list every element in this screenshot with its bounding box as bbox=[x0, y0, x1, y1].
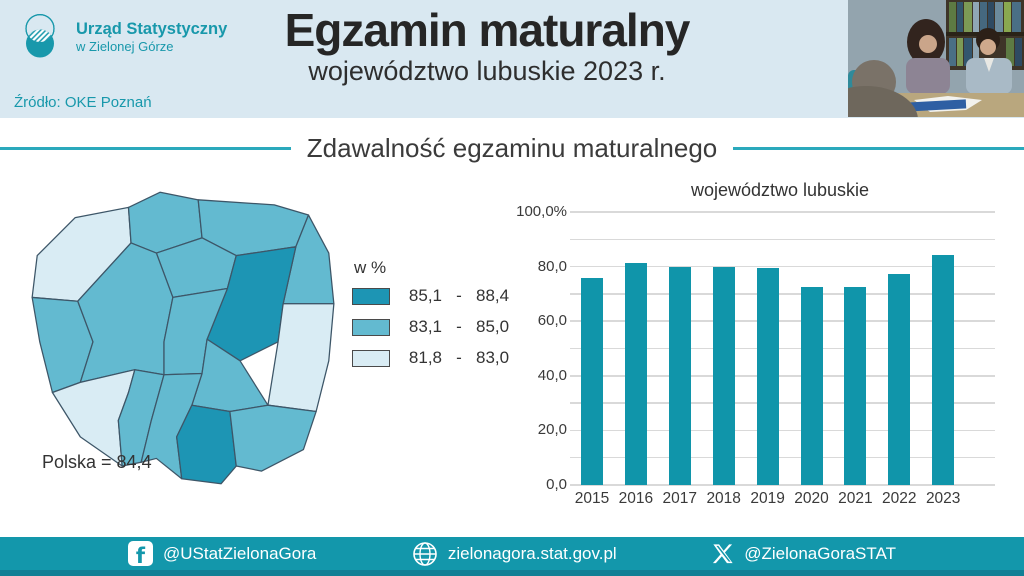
page-title: Egzamin maturalny bbox=[284, 4, 691, 56]
bar-2023 bbox=[932, 255, 955, 485]
bar-2019 bbox=[756, 267, 779, 485]
legend-row-0: 85,1-88,4 bbox=[352, 286, 520, 306]
legend-label: 88,4 bbox=[476, 286, 510, 305]
bar-2020 bbox=[800, 287, 823, 485]
bar-2015 bbox=[581, 278, 603, 485]
header: Urząd Statystyczny w Zielonej Górze Źród… bbox=[0, 0, 1024, 118]
gridline-100 bbox=[570, 211, 995, 213]
gridline-0 bbox=[570, 484, 995, 486]
chart-plot bbox=[570, 211, 995, 486]
map-legend: w % 85,1-88,4 83,1-85,0 81,8-83,0 bbox=[352, 258, 520, 379]
legend-row-2: 81,8-83,0 bbox=[352, 348, 520, 368]
gridline-10 bbox=[570, 456, 995, 459]
x-tick-label: 2022 bbox=[882, 490, 917, 507]
gridline-40 bbox=[570, 375, 995, 377]
gridline-20 bbox=[570, 429, 995, 432]
bar-2016 bbox=[624, 262, 647, 485]
gridline-70 bbox=[570, 293, 995, 295]
chart-title: województwo lubuskie bbox=[690, 180, 870, 200]
y-tick-label: 40,0 bbox=[537, 366, 567, 384]
region-malopolskie bbox=[176, 404, 237, 485]
section-title: Zdawalność egzaminu maturalnego bbox=[306, 132, 718, 163]
facebook-link[interactable]: f @UStatZielonaGora bbox=[128, 541, 316, 566]
region-podkarpackie bbox=[229, 404, 317, 472]
legend-row-1: 83,1-85,0 bbox=[352, 317, 520, 337]
legend-label: 85,0 bbox=[476, 317, 510, 336]
legend-swatch bbox=[352, 318, 390, 336]
x-handle: @ZielonaGoraSTAT bbox=[744, 543, 896, 563]
x-twitter-link[interactable]: @ZielonaGoraSTAT bbox=[712, 543, 896, 565]
gridline-50 bbox=[570, 347, 995, 350]
legend-swatch bbox=[352, 349, 390, 367]
bar-2017 bbox=[668, 266, 691, 485]
y-tick-label: 100,0% bbox=[516, 203, 567, 220]
website-url: zielonagora.stat.gov.pl bbox=[447, 543, 617, 563]
y-tick-label: 0,0 bbox=[546, 476, 567, 493]
legend-label: 83,1 bbox=[408, 317, 442, 336]
globe-icon bbox=[413, 541, 437, 566]
poland-average-note: Polska = 84,4 bbox=[42, 452, 152, 472]
x-tick-label: 2023 bbox=[925, 490, 961, 507]
chart-y-axis: 0,0 20,0 40,0 60,0 80,0 100,0% bbox=[505, 203, 567, 493]
legend-label: - bbox=[456, 317, 462, 336]
legend-label: - bbox=[456, 348, 462, 367]
legend-label: 81,8 bbox=[408, 348, 442, 367]
x-icon bbox=[713, 543, 733, 563]
x-tick-label: 2016 bbox=[618, 490, 654, 507]
x-tick-label: 2019 bbox=[750, 490, 785, 507]
heading-rule-right bbox=[733, 146, 1024, 150]
bar-2021 bbox=[844, 287, 867, 485]
statistical-office-logo-icon bbox=[25, 13, 55, 58]
bar-2018 bbox=[712, 267, 735, 485]
logo-text: Urząd Statystyczny w Zielonej Górze bbox=[76, 20, 227, 54]
gridline-80 bbox=[570, 265, 995, 268]
page-subtitle: województwo lubuskie 2023 r. bbox=[308, 56, 666, 87]
legend-label: 83,0 bbox=[476, 348, 510, 367]
y-tick-label: 20,0 bbox=[537, 421, 567, 439]
section-heading: Zdawalność egzaminu maturalnego bbox=[0, 131, 1024, 165]
y-tick-label: 80,0 bbox=[537, 257, 567, 275]
bar-chart-panel: województwo lubuskie 0,0 20,0 40,0 60,0 80,0… bbox=[505, 178, 1010, 528]
y-tick-label: 60,0 bbox=[537, 312, 567, 330]
footer-social-row: f @UStatZielonaGora zielonagora.stat.gov… bbox=[0, 537, 1024, 570]
logo-city: w Zielonej Górze bbox=[76, 38, 174, 54]
chart-x-axis: 2015 2016 2017 2018 2019 2020 2021 2022 2023 bbox=[570, 490, 995, 510]
facebook-handle: @UStatZielonaGora bbox=[163, 543, 317, 563]
gridline-60 bbox=[570, 320, 995, 322]
facebook-icon: f bbox=[128, 541, 153, 566]
x-tick-label: 2015 bbox=[574, 490, 610, 507]
legend-swatch bbox=[352, 287, 390, 305]
logo: Urząd Statystyczny w Zielonej Górze bbox=[12, 8, 227, 66]
footer-bottom-strip bbox=[0, 570, 1024, 576]
poland-choropleth-map bbox=[31, 191, 335, 485]
gridline-90 bbox=[570, 238, 995, 241]
gridline-30 bbox=[570, 402, 995, 404]
legend-label: 85,1 bbox=[408, 286, 442, 305]
website-link[interactable]: zielonagora.stat.gov.pl bbox=[412, 541, 617, 567]
footer: f @UStatZielonaGora zielonagora.stat.gov… bbox=[0, 537, 1024, 576]
heading-rule-left bbox=[0, 146, 291, 150]
students-studying-photo bbox=[848, 0, 1024, 117]
x-tick-label: 2018 bbox=[706, 490, 741, 507]
source-note: Źródło: OKE Poznań bbox=[14, 94, 152, 111]
x-tick-label: 2021 bbox=[838, 490, 873, 507]
x-tick-label: 2020 bbox=[794, 490, 829, 507]
legend-label: - bbox=[456, 286, 462, 305]
bar-2022 bbox=[888, 274, 911, 485]
x-tick-label: 2017 bbox=[662, 490, 698, 507]
legend-title: w % bbox=[354, 258, 387, 277]
title-block: Egzamin maturalny województwo lubuskie 2… bbox=[140, 6, 834, 87]
logo-name: Urząd Statystyczny bbox=[76, 19, 228, 38]
